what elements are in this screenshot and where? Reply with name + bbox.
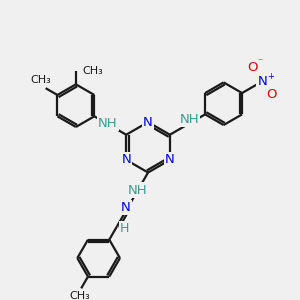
Text: CH₃: CH₃: [70, 291, 91, 300]
Text: N: N: [165, 153, 175, 167]
Text: CH₃: CH₃: [30, 75, 51, 85]
Text: NH: NH: [98, 117, 118, 130]
Text: ⁻: ⁻: [257, 57, 262, 67]
Text: H: H: [120, 222, 130, 235]
Text: N: N: [121, 201, 130, 214]
Text: O: O: [247, 61, 258, 74]
Text: +: +: [267, 72, 274, 81]
Text: N: N: [257, 75, 267, 88]
Text: O: O: [267, 88, 277, 101]
Text: NH: NH: [128, 184, 147, 196]
Text: N: N: [122, 153, 131, 167]
Text: NH: NH: [179, 113, 199, 126]
Text: CH₃: CH₃: [83, 66, 104, 76]
Text: N: N: [143, 116, 153, 129]
